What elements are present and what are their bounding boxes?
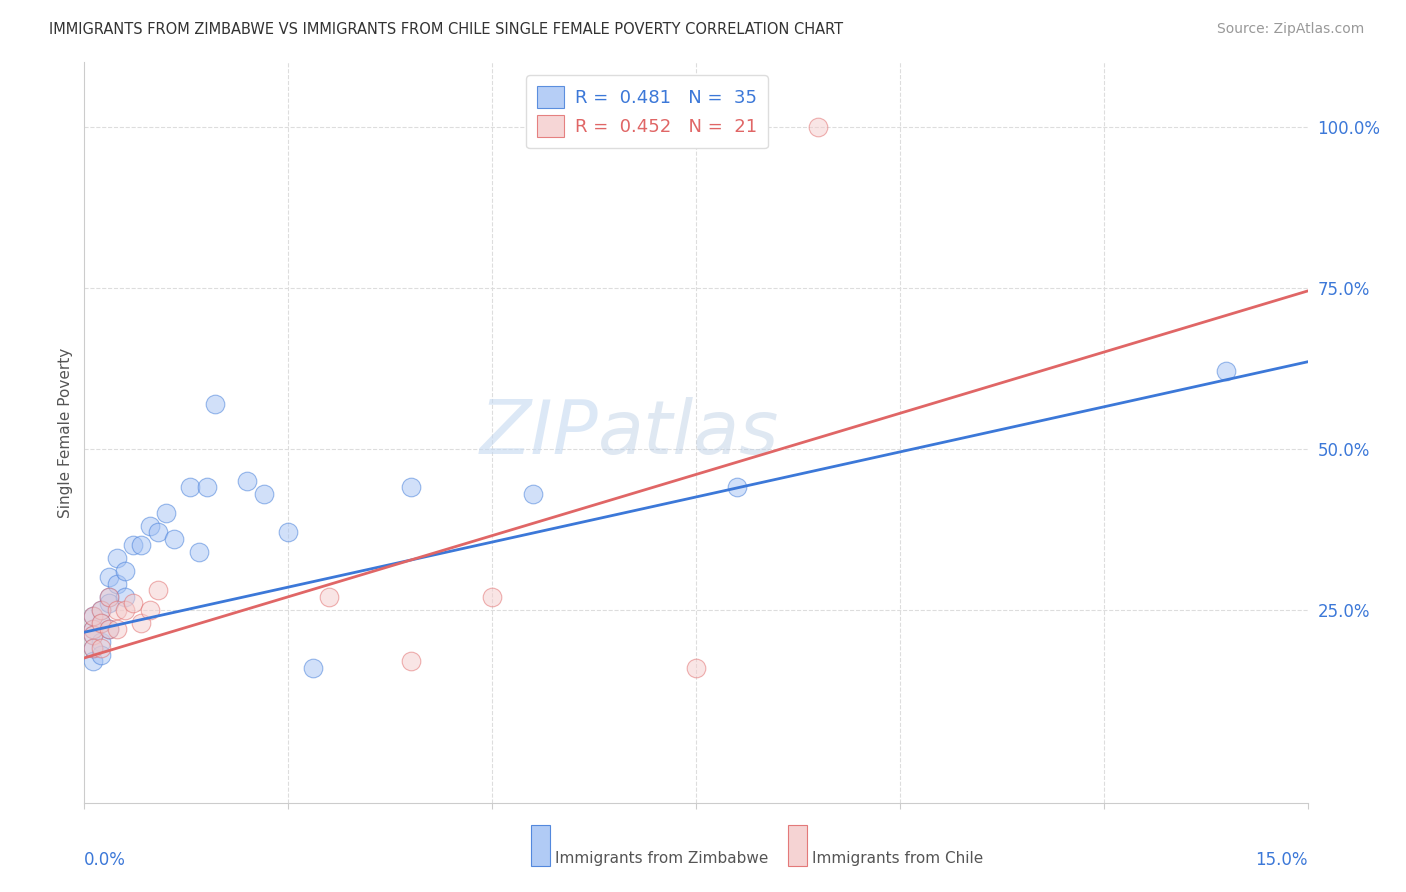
Point [97,590,120,604]
Point [90,602,112,616]
Point [253,487,276,501]
Point [105,602,128,616]
Point [82,622,104,636]
Point [97,596,120,610]
Point [105,622,128,636]
Bar [531,825,550,866]
Point [97,622,120,636]
Text: IMMIGRANTS FROM ZIMBABWE VS IMMIGRANTS FROM CHILE SINGLE FEMALE POVERTY CORRELAT: IMMIGRANTS FROM ZIMBABWE VS IMMIGRANTS F… [49,22,844,37]
Bar [787,825,807,866]
Text: atlas: atlas [598,397,779,468]
Text: Source: ZipAtlas.com: Source: ZipAtlas.com [1216,22,1364,37]
Text: Immigrants from Chile: Immigrants from Chile [813,851,983,866]
Point [807,120,830,134]
Point [105,551,128,566]
Point [97,622,120,636]
Text: ZIP: ZIP [479,397,598,468]
Point [122,596,145,610]
Point [204,397,226,411]
Point [725,480,748,494]
Point [522,487,544,501]
Point [82,654,104,668]
Text: 15.0%: 15.0% [1256,851,1308,869]
Point [277,525,299,540]
Point [1215,364,1237,378]
Point [82,641,104,656]
Text: Immigrants from Zimbabwe: Immigrants from Zimbabwe [555,851,769,866]
Point [82,628,104,642]
Y-axis label: Single Female Poverty: Single Female Poverty [58,348,73,517]
Point [195,480,218,494]
Point [114,602,136,616]
Point [90,615,112,630]
Point [82,628,104,642]
Point [122,538,145,552]
Point [146,525,169,540]
Text: 0.0%: 0.0% [84,851,127,869]
Legend: R =  0.481   N =  35, R =  0.452   N =  21: R = 0.481 N = 35, R = 0.452 N = 21 [526,75,768,148]
Point [82,609,104,624]
Point [155,506,177,520]
Point [138,602,160,616]
Point [318,590,340,604]
Point [131,538,153,552]
Point [179,480,201,494]
Point [131,615,153,630]
Point [685,660,707,674]
Point [114,564,136,578]
Point [105,577,128,591]
Point [146,583,169,598]
Point [90,615,112,630]
Point [97,590,120,604]
Point [236,474,259,488]
Point [90,641,112,656]
Point [90,602,112,616]
Point [138,519,160,533]
Point [399,480,422,494]
Point [399,654,422,668]
Point [97,570,120,584]
Point [187,545,209,559]
Point [301,660,323,674]
Point [163,532,186,546]
Point [481,590,503,604]
Point [114,590,136,604]
Point [82,622,104,636]
Point [82,641,104,656]
Point [90,648,112,662]
Point [82,609,104,624]
Point [90,635,112,649]
